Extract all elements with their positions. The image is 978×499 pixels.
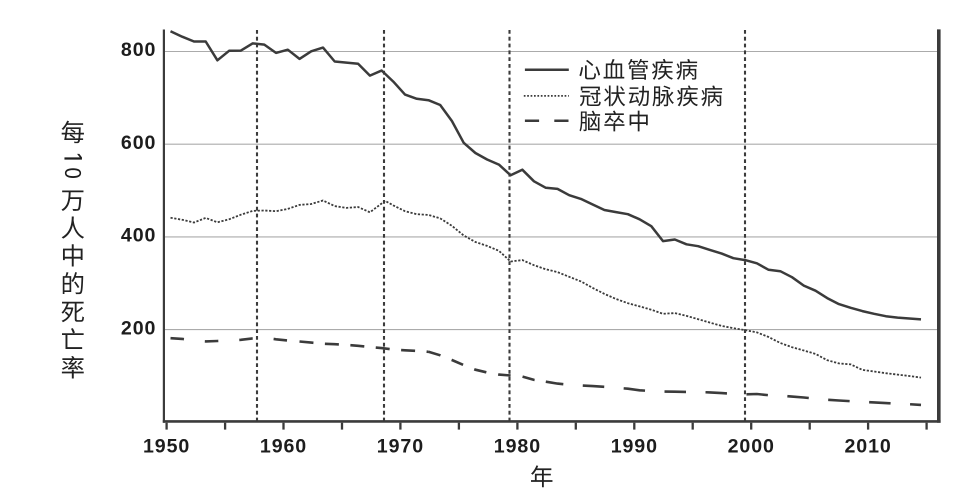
svg-text:600: 600 bbox=[121, 132, 156, 154]
svg-text:400: 400 bbox=[121, 225, 156, 247]
svg-text:1980: 1980 bbox=[494, 436, 541, 458]
svg-text:1990: 1990 bbox=[611, 436, 658, 458]
svg-text:1960: 1960 bbox=[260, 436, 307, 458]
svg-text:800: 800 bbox=[121, 39, 156, 61]
svg-text:1970: 1970 bbox=[377, 436, 424, 458]
svg-text:200: 200 bbox=[121, 317, 156, 339]
svg-text:2000: 2000 bbox=[728, 436, 775, 458]
svg-text:2010: 2010 bbox=[844, 436, 891, 458]
svg-text:1950: 1950 bbox=[143, 436, 190, 458]
